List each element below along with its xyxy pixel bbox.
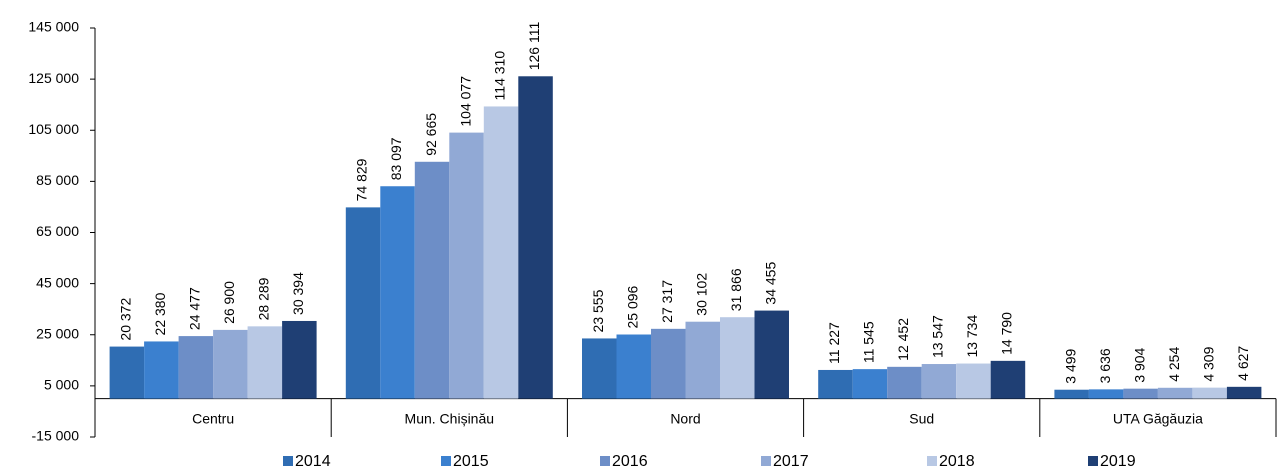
- x-tick-label: UTA Găgăuzia: [1113, 411, 1203, 427]
- bar: [1226, 386, 1262, 399]
- value-label: 13 547: [930, 315, 946, 358]
- y-tick-label: 65 000: [36, 223, 79, 239]
- value-label: 3 636: [1097, 348, 1113, 383]
- legend-swatch: [600, 456, 610, 466]
- bar: [1192, 387, 1227, 399]
- value-label: 12 452: [895, 318, 911, 361]
- bar: [1157, 387, 1193, 399]
- bar: [956, 363, 991, 399]
- legend-swatch: [1088, 456, 1098, 466]
- value-label: 13 734: [964, 315, 980, 358]
- bar: [818, 369, 853, 399]
- value-label: 25 096: [624, 285, 640, 328]
- y-tick-label: 105 000: [28, 121, 79, 137]
- value-label: 26 900: [221, 281, 237, 324]
- bar: [345, 207, 381, 399]
- y-tick-label: 145 000: [28, 19, 79, 35]
- bar: [651, 328, 686, 399]
- bar: [582, 338, 617, 399]
- bar: [720, 317, 755, 399]
- bar: [144, 341, 179, 399]
- bar: [852, 369, 888, 399]
- bar: [483, 106, 519, 399]
- value-label: 30 102: [693, 273, 709, 316]
- y-tick-label: 85 000: [36, 172, 79, 188]
- value-label: 23 555: [590, 289, 606, 332]
- legend-label: 2017: [773, 453, 809, 470]
- value-label: 14 790: [999, 312, 1015, 355]
- x-tick-label: Nord: [670, 411, 700, 427]
- bar: [449, 132, 484, 399]
- value-label: 126 111: [526, 22, 542, 71]
- x-tick-label: Centru: [192, 411, 234, 427]
- legend-label: 2015: [453, 453, 489, 470]
- value-label: 20 372: [118, 298, 134, 341]
- bar: [109, 346, 145, 399]
- x-tick-label: Mun. Chișinău: [405, 411, 495, 427]
- bar: [685, 321, 720, 399]
- legend-swatch: [927, 456, 937, 466]
- legend-swatch: [761, 456, 771, 466]
- bar: [1054, 389, 1089, 399]
- bar: [616, 334, 651, 399]
- bar: [1123, 388, 1158, 399]
- bar: [247, 326, 283, 399]
- bar: [414, 161, 450, 399]
- legend-swatch: [441, 456, 451, 466]
- value-label: 3 904: [1131, 347, 1147, 382]
- y-tick-label: 125 000: [28, 70, 79, 86]
- value-label: 4 254: [1166, 347, 1182, 382]
- bar: [518, 76, 553, 399]
- value-label: 34 455: [762, 262, 778, 305]
- value-label: 27 317: [659, 280, 675, 323]
- value-label: 4 627: [1235, 346, 1251, 381]
- value-label: 104 077: [457, 76, 473, 127]
- legend-swatch: [283, 456, 293, 466]
- value-label: 30 394: [290, 272, 306, 315]
- value-label: 114 310: [492, 51, 508, 101]
- bar: [1088, 389, 1124, 399]
- bar: [213, 329, 248, 399]
- legend-label: 2018: [939, 453, 975, 470]
- bar: [990, 360, 1026, 399]
- bar: [282, 320, 317, 399]
- value-label: 28 289: [256, 277, 272, 320]
- y-tick-label: 5 000: [44, 377, 79, 393]
- value-label: 3 499: [1062, 348, 1078, 383]
- bar: [178, 336, 214, 399]
- bar: [754, 310, 789, 399]
- value-label: 11 227: [826, 322, 842, 364]
- value-label: 4 309: [1200, 346, 1216, 381]
- bar: [921, 364, 957, 399]
- value-label: 31 866: [728, 268, 744, 311]
- legend-label: 2019: [1100, 453, 1136, 470]
- legend-label: 2016: [612, 453, 648, 470]
- y-tick-label: -15 000: [32, 428, 80, 444]
- value-label: 11 545: [861, 321, 877, 363]
- value-label: 22 380: [152, 292, 168, 335]
- y-tick-label: 25 000: [36, 325, 79, 341]
- legend-label: 2014: [295, 453, 331, 470]
- y-tick-label: 45 000: [36, 274, 79, 290]
- value-label: 92 665: [423, 113, 439, 156]
- bar: [887, 366, 922, 399]
- x-tick-label: Sud: [909, 411, 934, 427]
- value-label: 24 477: [187, 287, 203, 330]
- bar: [380, 186, 415, 399]
- value-label: 83 097: [388, 137, 404, 180]
- value-label: 74 829: [354, 158, 370, 201]
